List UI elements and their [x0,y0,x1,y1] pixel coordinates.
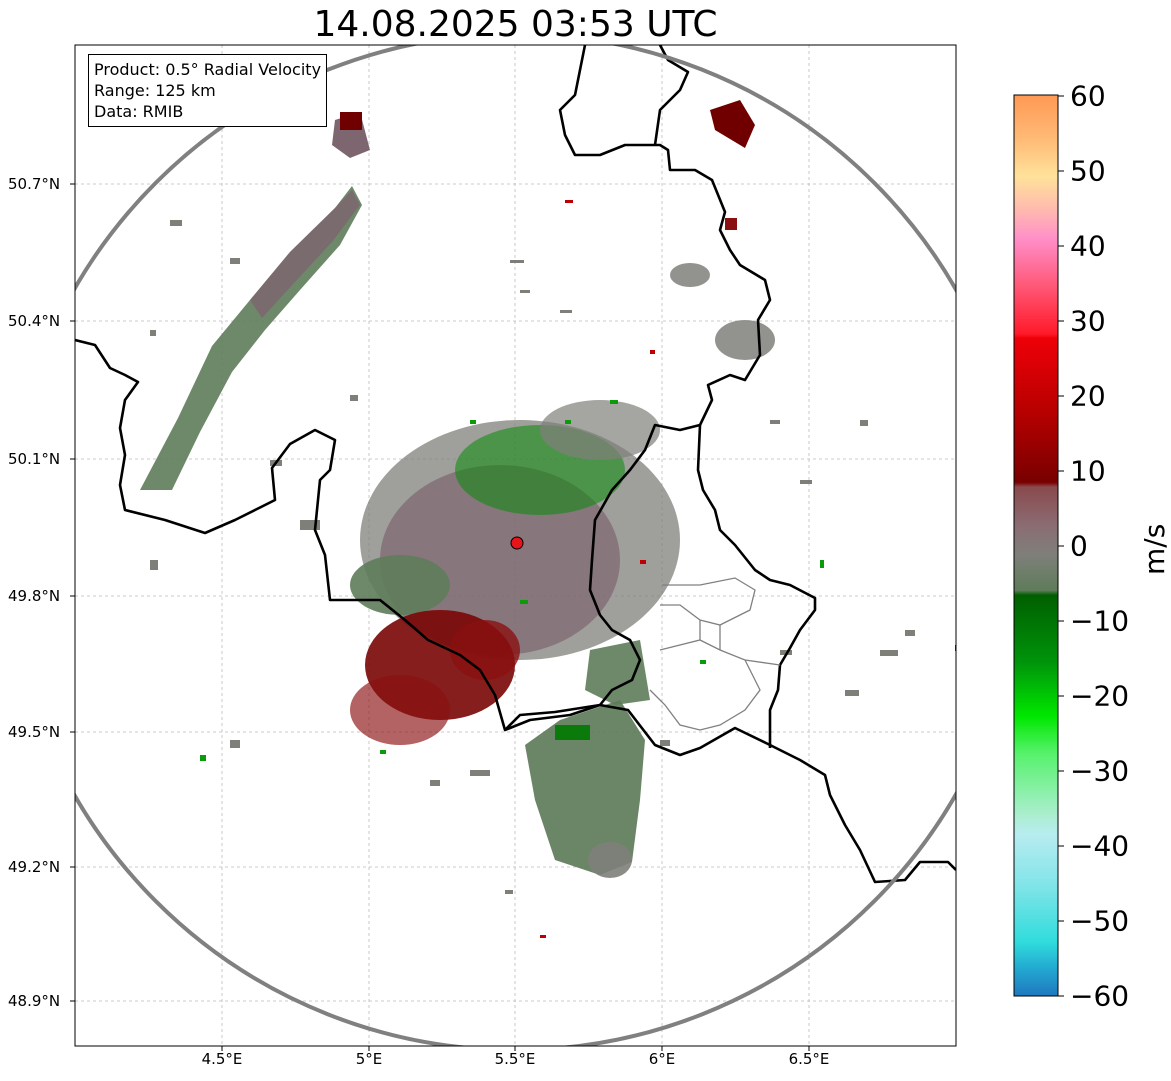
y-tick-label: 50.1°N [8,450,61,468]
colorbar-tick-label: −40 [1070,829,1130,863]
colorbar-tick-label: 10 [1070,454,1106,488]
colorbar-tick-label: 30 [1070,304,1106,338]
x-tick-label: 6°E [648,1050,676,1068]
colorbar-tick-label: −50 [1070,904,1130,938]
country-borders [75,45,956,884]
colorbar [1013,94,1059,997]
x-tick-label: 6.5°E [788,1050,830,1068]
product-info-box: Product: 0.5° Radial Velocity Range: 125… [88,54,328,127]
axis-ticks [70,183,810,1051]
colorbar-tick-label: −10 [1070,604,1130,638]
data-source-label: Data: RMIB [94,102,184,121]
x-tick-label: 4.5°E [201,1050,243,1068]
product-label: Product: 0.5° Radial Velocity [94,60,322,79]
colorbar-tick-label: 60 [1070,79,1106,113]
y-tick-label: 49.2°N [8,858,61,876]
colorbar-tick-label: −60 [1070,979,1130,1013]
y-tick-label: 49.8°N [8,587,61,605]
colorbar-tick-label: 0 [1070,529,1088,563]
y-tick-label: 50.4°N [8,312,61,330]
colorbar-tick-label: 20 [1070,379,1106,413]
colorbar-tick-label: 40 [1070,229,1106,263]
colorbar-tick-label: 50 [1070,154,1106,188]
colorbar-unit-label: m/s [1138,523,1171,575]
map-title: 14.08.2025 03:53 UTC [313,4,718,45]
y-tick-label: 50.7°N [8,175,61,193]
x-tick-label: 5.5°E [494,1050,536,1068]
colorbar-tick-label: −20 [1070,679,1130,713]
colorbar-ticks [1058,95,1064,997]
colorbar-tick-label: −30 [1070,754,1130,788]
range-label: Range: 125 km [94,81,216,100]
y-tick-label: 48.9°N [8,992,61,1010]
y-tick-label: 49.5°N [8,723,61,741]
admin-boundaries [649,577,781,731]
radar-site-marker [510,536,524,550]
x-tick-label: 5°E [355,1050,383,1068]
radar-echoes [140,100,956,938]
